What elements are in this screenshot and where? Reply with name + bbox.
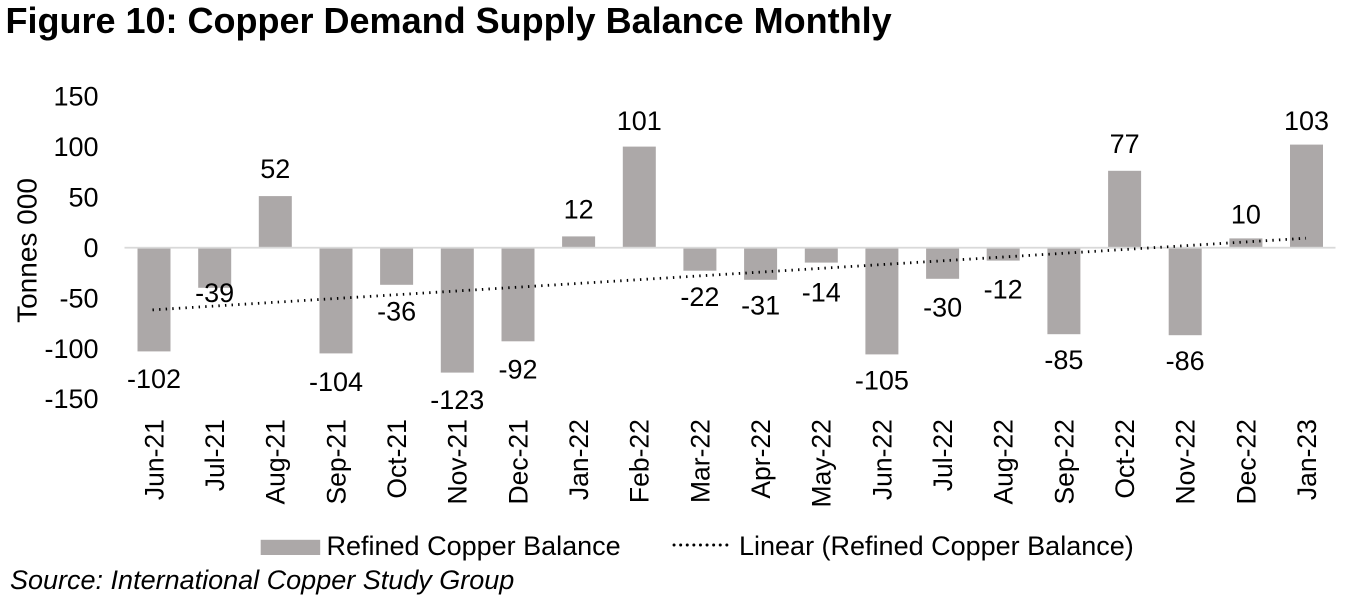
- svg-text:103: 103: [1284, 106, 1329, 136]
- svg-text:Linear (Refined Copper Balance: Linear (Refined Copper Balance): [739, 531, 1134, 561]
- svg-text:Jun-21: Jun-21: [139, 419, 169, 500]
- svg-text:Dec-22: Dec-22: [1231, 419, 1261, 504]
- svg-text:Tonnes 000: Tonnes 000: [12, 178, 43, 323]
- svg-text:Jul-21: Jul-21: [200, 419, 230, 491]
- svg-text:-104: -104: [309, 367, 363, 397]
- svg-text:Mar-22: Mar-22: [685, 419, 715, 503]
- svg-text:Jun-22: Jun-22: [867, 419, 897, 500]
- svg-text:-50: -50: [59, 283, 98, 313]
- svg-text:-92: -92: [498, 355, 537, 385]
- svg-text:Figure 10: Copper Demand Suppl: Figure 10: Copper Demand Supply Balance …: [6, 0, 892, 41]
- svg-text:Oct-22: Oct-22: [1110, 419, 1140, 499]
- svg-text:Sep-22: Sep-22: [1049, 419, 1079, 504]
- svg-text:100: 100: [53, 132, 98, 162]
- svg-text:Sep-21: Sep-21: [321, 419, 351, 504]
- svg-text:-31: -31: [741, 290, 780, 320]
- svg-text:-12: -12: [984, 275, 1023, 305]
- svg-text:Feb-22: Feb-22: [625, 419, 655, 503]
- svg-text:-39: -39: [195, 278, 234, 308]
- svg-text:50: 50: [68, 183, 98, 213]
- svg-text:-86: -86: [1166, 346, 1205, 376]
- svg-text:Jul-22: Jul-22: [928, 419, 958, 491]
- svg-text:-105: -105: [855, 365, 909, 395]
- svg-text:150: 150: [53, 82, 98, 112]
- svg-text:Aug-21: Aug-21: [261, 419, 291, 504]
- svg-text:May-22: May-22: [807, 419, 837, 507]
- svg-text:-36: -36: [377, 297, 416, 327]
- svg-text:Refined Copper Balance: Refined Copper Balance: [327, 531, 621, 561]
- svg-text:-22: -22: [680, 282, 719, 312]
- svg-text:Jan-22: Jan-22: [564, 419, 594, 500]
- svg-text:-85: -85: [1044, 345, 1083, 375]
- svg-text:52: 52: [260, 154, 290, 184]
- svg-text:12: 12: [564, 195, 594, 225]
- svg-text:Apr-22: Apr-22: [746, 419, 776, 499]
- svg-text:0: 0: [83, 233, 98, 263]
- svg-text:-30: -30: [923, 292, 962, 322]
- svg-text:101: 101: [617, 106, 662, 136]
- svg-text:10: 10: [1231, 200, 1261, 230]
- svg-text:-150: -150: [44, 384, 98, 414]
- svg-text:Nov-21: Nov-21: [443, 419, 473, 504]
- svg-text:Aug-22: Aug-22: [989, 419, 1019, 504]
- svg-text:-100: -100: [44, 334, 98, 364]
- svg-text:-14: -14: [802, 277, 841, 307]
- svg-text:-102: -102: [127, 364, 181, 394]
- svg-text:77: 77: [1110, 129, 1140, 159]
- svg-text:Oct-21: Oct-21: [382, 419, 412, 499]
- svg-text:Dec-21: Dec-21: [503, 419, 533, 504]
- svg-text:Nov-22: Nov-22: [1171, 419, 1201, 504]
- svg-text:-123: -123: [430, 385, 484, 415]
- svg-text:Jan-23: Jan-23: [1292, 419, 1322, 500]
- svg-text:Source: International Copper S: Source: International Copper Study Group: [10, 565, 514, 595]
